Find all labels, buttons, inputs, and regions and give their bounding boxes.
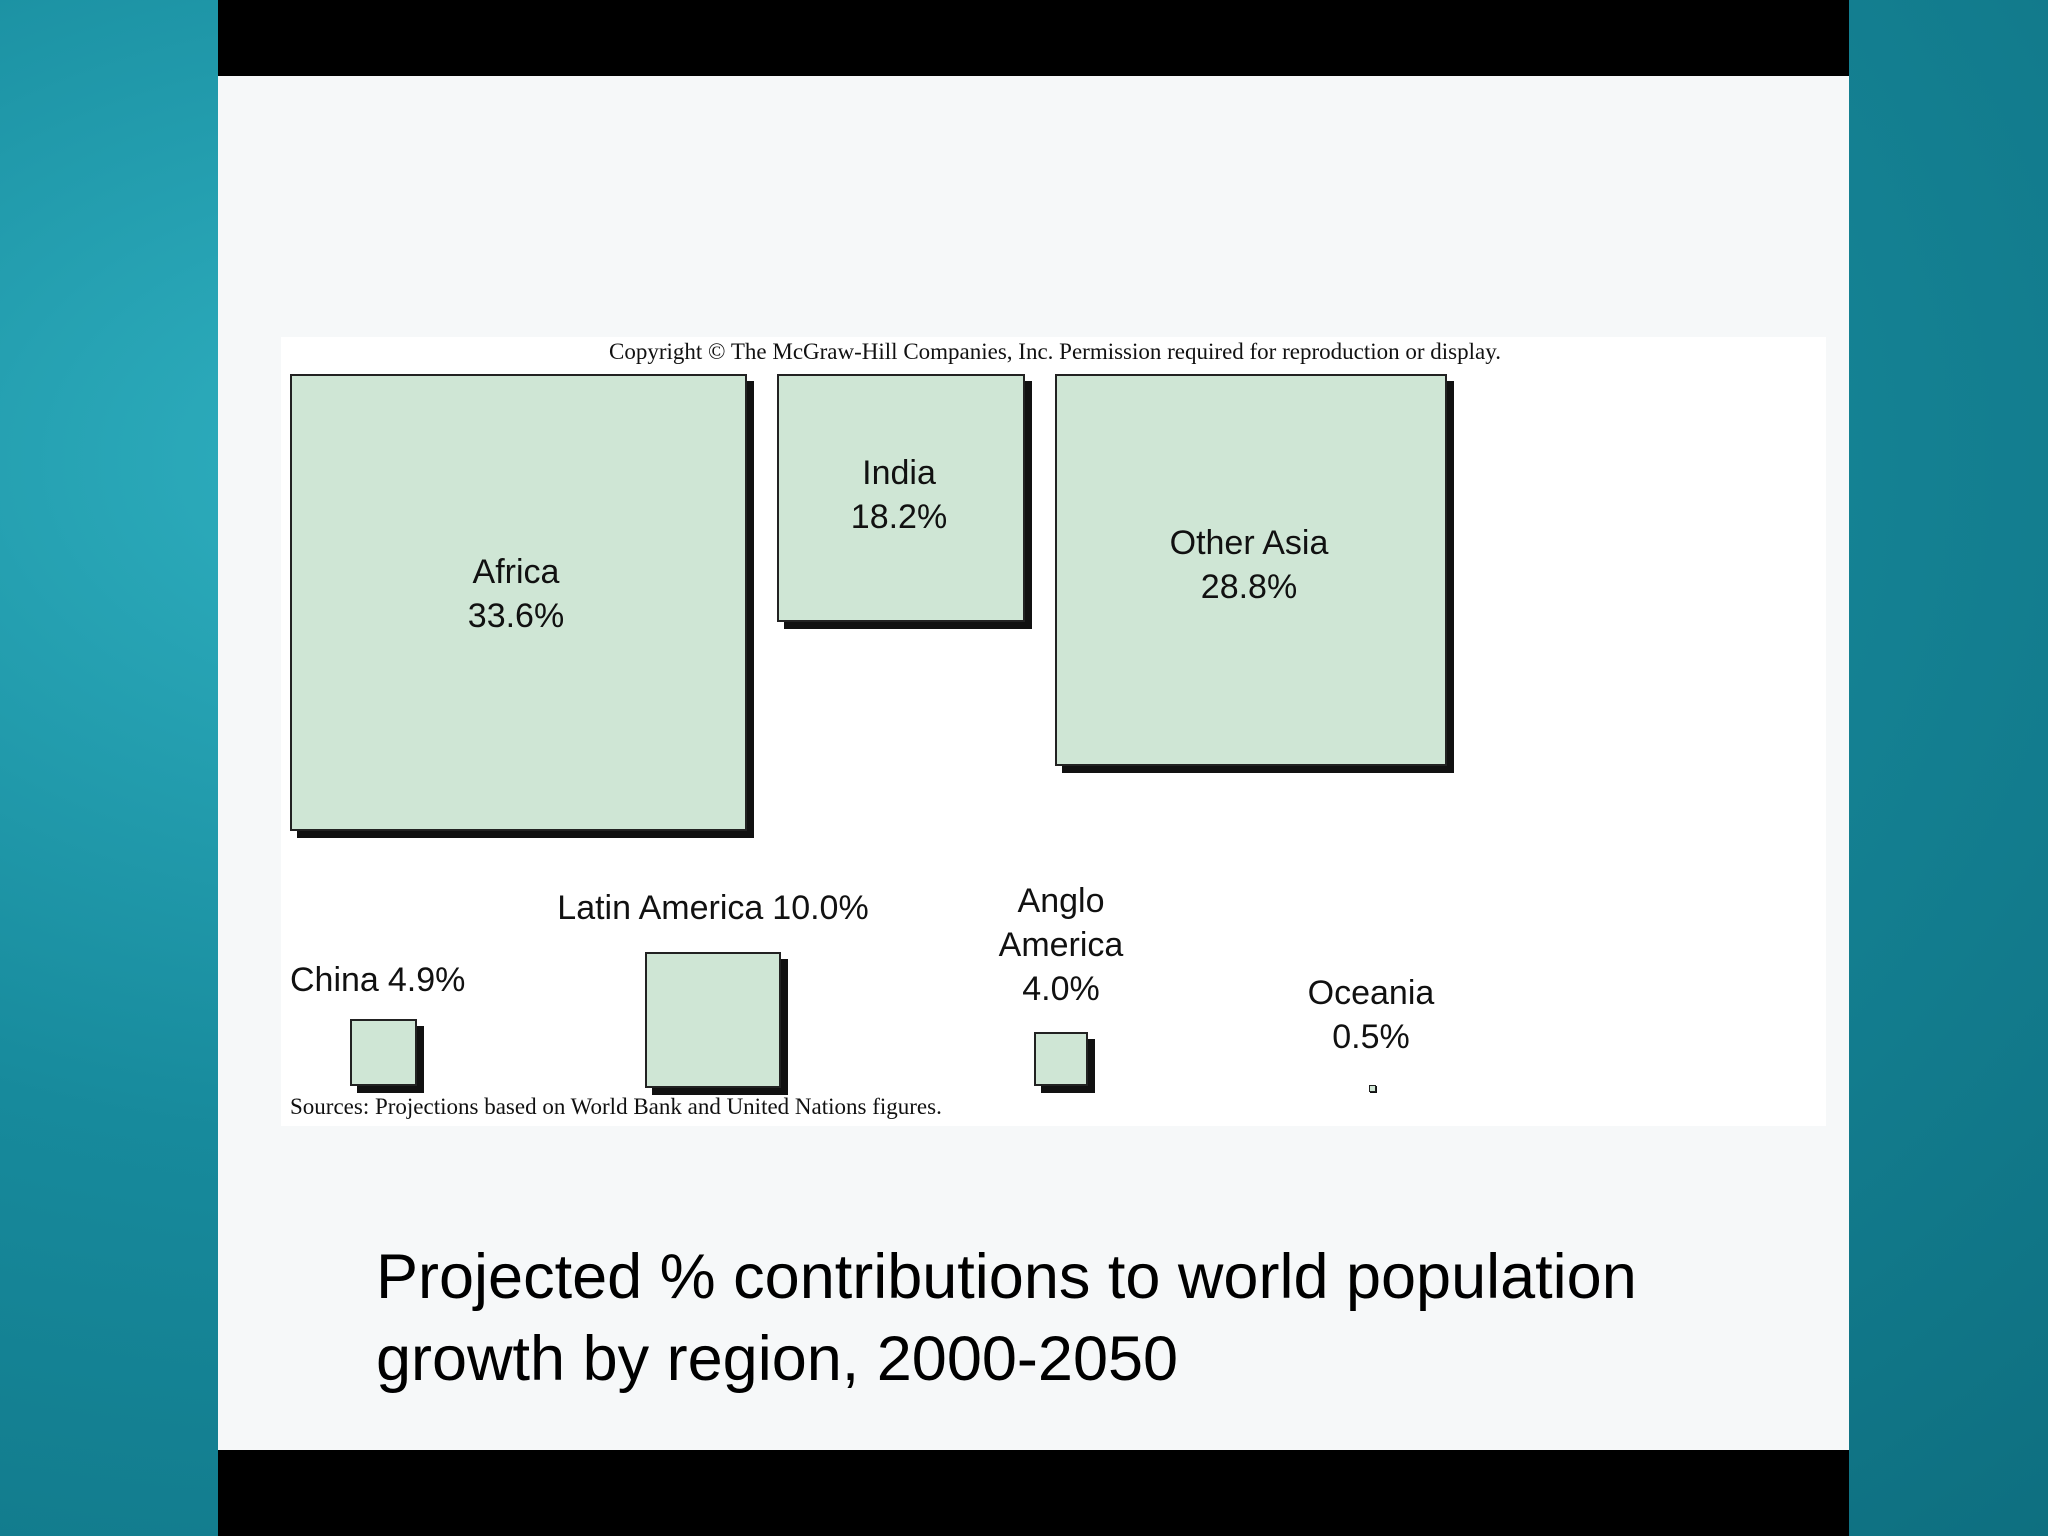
square xyxy=(350,1019,417,1086)
chart-title: Projected % contributions to world popul… xyxy=(376,1242,1637,1394)
value-label: 28.8% xyxy=(1200,568,1298,606)
region-name: India xyxy=(862,454,936,492)
value-label: 10.0% xyxy=(772,889,869,927)
region-name: Anglo America xyxy=(998,882,1124,964)
value-label: 4.9% xyxy=(387,961,466,999)
region-label: India 18.2% xyxy=(779,451,1019,539)
square xyxy=(645,952,781,1088)
square xyxy=(290,374,747,831)
region-name: China xyxy=(290,961,379,999)
value-label: 0.5% xyxy=(1332,1018,1410,1056)
square xyxy=(777,374,1025,622)
bottom-bar xyxy=(218,1450,1849,1536)
copyright: Copyright © The McGraw-Hill Companies, I… xyxy=(609,339,1501,364)
region-label: Other Asia 28.8% xyxy=(1059,521,1439,609)
square xyxy=(1055,374,1447,766)
square xyxy=(1034,1032,1089,1087)
top-bar xyxy=(218,0,1849,76)
region-label: Latin America 10.0% xyxy=(513,886,913,930)
region-name: Latin America xyxy=(557,889,764,927)
region-name: Africa xyxy=(472,553,560,591)
value-label: 4.0% xyxy=(1022,970,1100,1008)
region-name: Other Asia xyxy=(1169,524,1329,562)
region-name: Oceania xyxy=(1307,974,1435,1012)
value-label: 18.2% xyxy=(850,498,948,536)
value-label: 33.6% xyxy=(467,597,565,635)
region-label: Anglo America 4.0% xyxy=(986,879,1136,1011)
region-label: Africa 33.6% xyxy=(316,550,716,638)
square xyxy=(1369,1085,1376,1092)
source-note: Sources: Projections based on World Bank… xyxy=(290,1094,942,1119)
region-label: China 4.9% xyxy=(290,958,690,1002)
region-label: Oceania 0.5% xyxy=(1271,971,1471,1059)
